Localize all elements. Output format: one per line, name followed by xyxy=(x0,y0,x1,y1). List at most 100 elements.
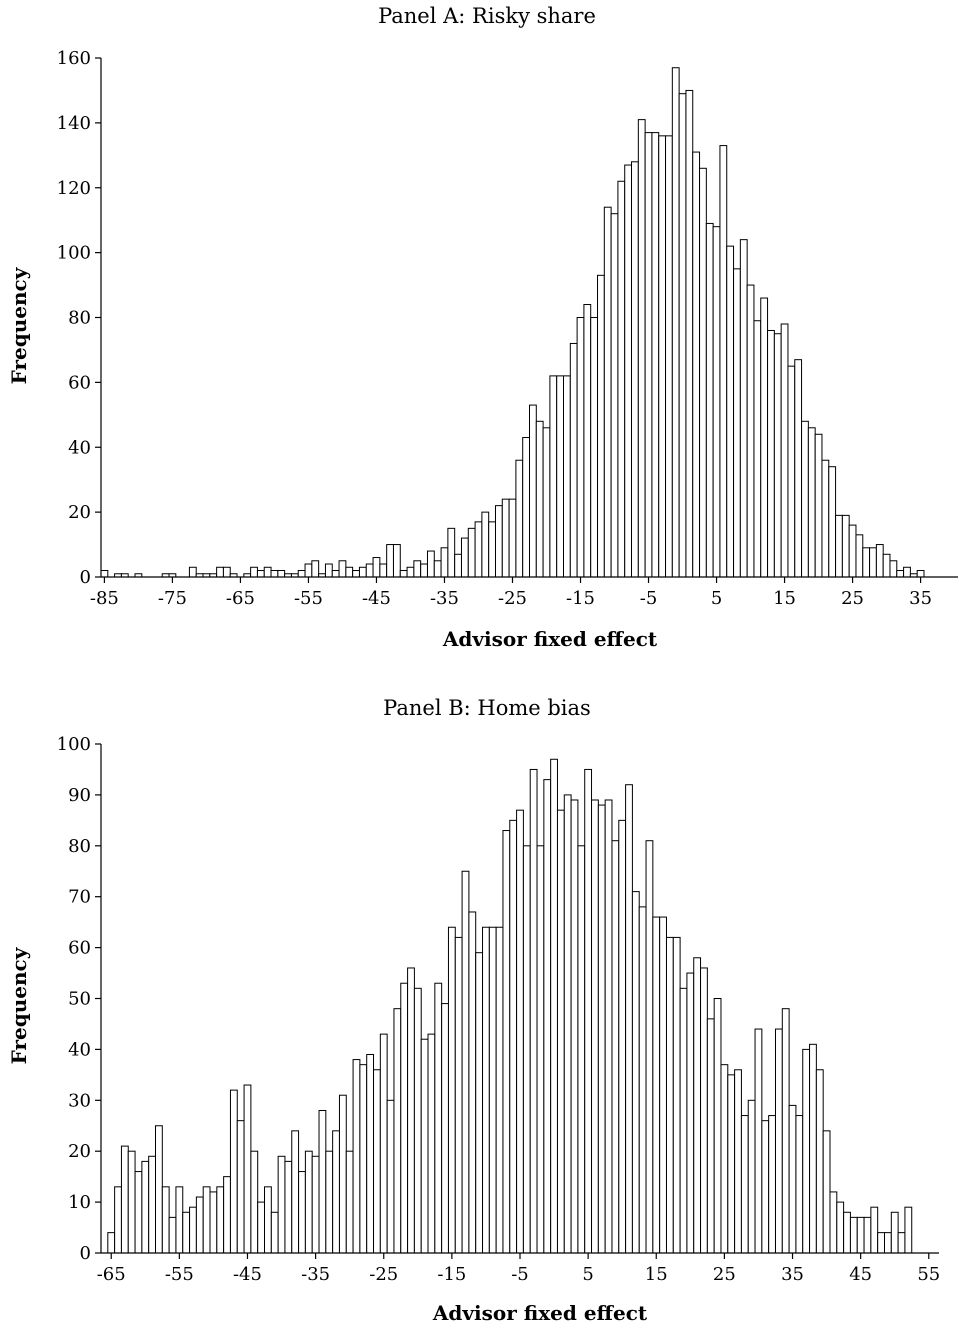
panel-a-y-tick-label: 140 xyxy=(57,113,91,134)
panel-a-bar xyxy=(542,427,551,578)
panel-a-bar xyxy=(807,427,816,578)
panel-a-bar xyxy=(304,563,313,578)
panel-a-bar xyxy=(733,268,741,578)
panel-a-bar xyxy=(501,498,510,578)
panel-a-x-tick-label: -45 xyxy=(362,588,391,609)
panel-a-bar xyxy=(556,375,565,578)
panel-b-bar xyxy=(386,1099,395,1254)
panel-b-x-tick-label: 55 xyxy=(917,1264,940,1285)
panel-b-bar xyxy=(298,1171,306,1254)
panel-b-x-tick-label: 25 xyxy=(713,1264,736,1285)
panel-a-bar xyxy=(821,459,830,578)
panel-b-bar xyxy=(720,1064,729,1254)
panel-b-bar xyxy=(366,1053,375,1254)
panel-b-y-tick-label: 40 xyxy=(68,1039,91,1060)
panel-a-bar xyxy=(433,560,442,578)
panel-b-bar xyxy=(427,1033,436,1254)
panel-a-bar xyxy=(270,570,279,578)
panel-a-bar xyxy=(835,514,843,578)
panel-a-bar xyxy=(358,566,367,578)
panel-b-bar xyxy=(373,1069,381,1254)
panel-a-bar xyxy=(603,206,612,578)
panel-a-bar xyxy=(848,524,857,578)
panel-b-home-bias: Panel B: Home bias Frequency Advisor fix… xyxy=(7,696,940,1325)
panel-b-bar xyxy=(250,1150,259,1254)
panel-b-x-tick-label: -55 xyxy=(165,1264,194,1285)
panel-b-bar xyxy=(659,916,667,1254)
panel-a-bar xyxy=(460,537,469,578)
panel-a-bar xyxy=(739,239,748,578)
panel-a-bar xyxy=(889,560,898,578)
panel-a-bar xyxy=(726,245,735,578)
panel-a-bar xyxy=(454,553,462,578)
panel-a-bar xyxy=(862,547,871,578)
panel-b-bar xyxy=(345,1150,354,1254)
panel-a-x-tick-label: -25 xyxy=(498,588,527,609)
panel-a-bar xyxy=(535,420,544,578)
panel-a-y-axis-label: Frequency xyxy=(7,266,31,384)
panel-b-bar xyxy=(488,926,497,1254)
panel-a-bar xyxy=(447,527,456,578)
panel-b-bar xyxy=(754,1028,763,1254)
panel-b-bar xyxy=(618,819,627,1254)
panel-a-bar xyxy=(692,151,701,578)
panel-b-bar xyxy=(836,1201,845,1254)
panel-a-bar xyxy=(379,563,388,578)
panel-b-bar xyxy=(175,1186,184,1254)
panel-b-bar xyxy=(877,1232,885,1254)
panel-b-bar xyxy=(407,967,415,1254)
panel-b-bar xyxy=(604,799,613,1254)
panel-a-bar xyxy=(515,459,524,578)
panel-b-bar xyxy=(597,804,606,1254)
panel-b-bar xyxy=(509,819,518,1254)
panel-a-y-tick-label: 20 xyxy=(68,502,91,523)
panel-a-bar xyxy=(583,304,592,578)
panel-b-bar xyxy=(890,1211,899,1254)
panel-a-bar xyxy=(372,557,381,578)
panel-b-bar xyxy=(264,1186,272,1254)
panel-a-bar xyxy=(100,570,109,578)
panel-b-bar xyxy=(148,1155,157,1254)
panel-b-bar xyxy=(550,758,558,1254)
panel-b-bar xyxy=(706,1018,715,1254)
panel-a-bar xyxy=(671,67,680,578)
panel-a-x-tick-label: -65 xyxy=(226,588,255,609)
panel-b-y-tick-label: 30 xyxy=(68,1090,91,1111)
panel-a-risky-share: Panel A: Risky share Frequency Advisor f… xyxy=(7,4,958,651)
panel-a-bar xyxy=(916,570,925,578)
panel-a-bar xyxy=(637,119,646,578)
panel-a-bar xyxy=(399,570,408,578)
panel-a-bar xyxy=(406,566,415,578)
panel-b-bar xyxy=(829,1191,838,1254)
panel-b-bar xyxy=(400,982,409,1254)
panel-b-bar xyxy=(645,840,654,1254)
panel-a-bar xyxy=(188,566,197,578)
panel-a-bar xyxy=(780,323,789,578)
panel-b-bar xyxy=(379,1033,388,1254)
panel-b-bar xyxy=(904,1206,913,1254)
panel-b-bar xyxy=(202,1186,211,1254)
panel-a-bar xyxy=(624,164,633,578)
panel-a-x-tick-label: 25 xyxy=(841,588,864,609)
panel-a-bar xyxy=(597,274,605,578)
panel-a-bar xyxy=(712,226,721,578)
panel-a-bar xyxy=(787,365,796,578)
panel-b-bar xyxy=(672,936,681,1254)
panel-a-bar xyxy=(338,560,347,578)
panel-a-bar xyxy=(665,135,673,578)
panel-b-bar xyxy=(461,870,470,1254)
panel-b-bar xyxy=(332,1130,340,1254)
panel-a-bar xyxy=(365,563,374,578)
panel-a-bar xyxy=(753,320,762,578)
panel-a-x-tick-label: -75 xyxy=(158,588,187,609)
panel-b-bar xyxy=(325,1150,334,1254)
panel-a-bar xyxy=(869,547,877,578)
panel-a-bar xyxy=(767,329,775,578)
panel-b-bar xyxy=(502,830,511,1254)
panel-b-x-tick-label: -35 xyxy=(301,1264,330,1285)
panel-a-bar xyxy=(392,544,401,578)
panel-a-bar xyxy=(277,570,286,578)
panel-b-y-axis-label: Frequency xyxy=(7,946,31,1064)
panel-a-bar xyxy=(617,180,626,578)
